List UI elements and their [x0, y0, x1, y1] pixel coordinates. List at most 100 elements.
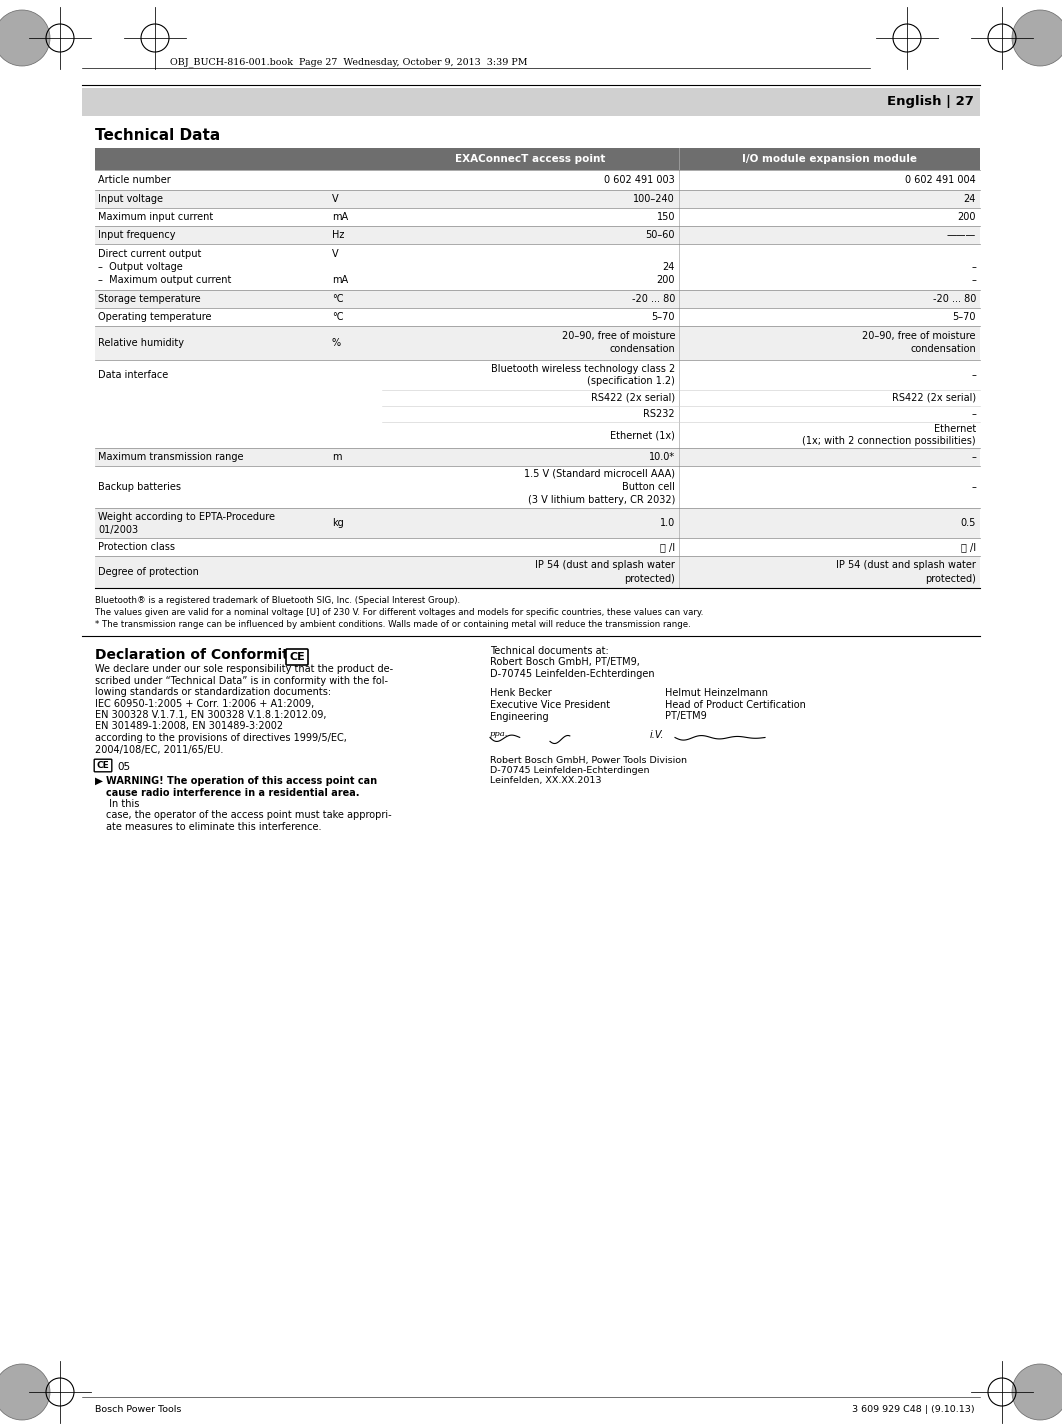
Text: –: –: [971, 408, 976, 418]
Text: Button cell: Button cell: [622, 483, 675, 493]
Text: Direct current output: Direct current output: [98, 248, 202, 258]
Text: 10.0*: 10.0*: [649, 453, 675, 463]
Text: lowing standards or standardization documents:: lowing standards or standardization docu…: [95, 687, 331, 697]
Text: m: m: [332, 453, 342, 463]
Text: I/O module expansion module: I/O module expansion module: [742, 154, 917, 164]
Text: Bosch Power Tools: Bosch Power Tools: [95, 1405, 182, 1414]
Text: We declare under our sole responsibility that the product de-: We declare under our sole responsibility…: [95, 664, 393, 674]
Text: PT/ETM9: PT/ETM9: [665, 711, 706, 721]
Text: kg: kg: [332, 518, 344, 528]
Text: 20–90, free of moisture: 20–90, free of moisture: [862, 331, 976, 341]
Text: Technical Data: Technical Data: [95, 129, 220, 143]
Text: Helmut Heinzelmann: Helmut Heinzelmann: [665, 688, 768, 698]
Text: cause radio interference in a residential area.: cause radio interference in a residentia…: [106, 787, 360, 797]
Text: -20 ... 80: -20 ... 80: [632, 294, 675, 304]
Bar: [82, 89, 980, 116]
Text: Ethernet (1x): Ethernet (1x): [611, 430, 675, 440]
Text: 50–60: 50–60: [646, 230, 675, 240]
Text: 1.0: 1.0: [660, 518, 675, 528]
Text: 3 609 929 C48 | (9.10.13): 3 609 929 C48 | (9.10.13): [853, 1405, 975, 1414]
Text: %: %: [332, 338, 341, 348]
Circle shape: [1012, 1364, 1062, 1419]
Text: IEC 60950-1:2005 + Corr. 1:2006 + A1:2009,: IEC 60950-1:2005 + Corr. 1:2006 + A1:200…: [95, 698, 314, 708]
Bar: [95, 448, 980, 466]
Text: condensation: condensation: [910, 344, 976, 354]
Text: °C: °C: [332, 311, 343, 321]
Text: V: V: [332, 248, 339, 258]
Text: ⓪ /I: ⓪ /I: [961, 543, 976, 553]
Text: 1.5 V (Standard microcell AAA): 1.5 V (Standard microcell AAA): [524, 468, 675, 478]
Text: 05: 05: [117, 763, 131, 773]
Text: EXAConnecT access point: EXAConnecT access point: [456, 154, 605, 164]
Text: Relative humidity: Relative humidity: [98, 338, 184, 348]
Text: In this: In this: [106, 800, 139, 810]
Text: condensation: condensation: [610, 344, 675, 354]
Text: ⓪ /I: ⓪ /I: [660, 543, 675, 553]
Text: 24: 24: [663, 261, 675, 271]
Text: Weight according to EPTA-Procedure: Weight according to EPTA-Procedure: [98, 511, 275, 521]
Text: 24: 24: [963, 194, 976, 204]
Text: Hz: Hz: [332, 230, 344, 240]
Text: Bluetooth® is a registered trademark of Bluetooth SIG, Inc. (Special Interest Gr: Bluetooth® is a registered trademark of …: [95, 595, 460, 605]
Text: 100–240: 100–240: [633, 194, 675, 204]
Text: CE: CE: [289, 653, 305, 663]
Text: protected): protected): [925, 574, 976, 584]
Text: Robert Bosch GmbH, Power Tools Division: Robert Bosch GmbH, Power Tools Division: [490, 755, 687, 764]
FancyBboxPatch shape: [95, 760, 112, 771]
Text: 5–70: 5–70: [651, 311, 675, 321]
Text: °C: °C: [332, 294, 343, 304]
Bar: [95, 226, 980, 244]
Text: -20 ... 80: -20 ... 80: [932, 294, 976, 304]
Text: Operating temperature: Operating temperature: [98, 311, 211, 321]
Text: Protection class: Protection class: [98, 543, 175, 553]
Text: ▶: ▶: [95, 775, 103, 785]
Text: 2004/108/EC, 2011/65/EU.: 2004/108/EC, 2011/65/EU.: [95, 744, 223, 754]
Text: D-70745 Leinfelden-Echterdingen: D-70745 Leinfelden-Echterdingen: [490, 765, 650, 775]
Text: EN 300328 V.1.7.1, EN 300328 V.1.8.1:2012.09,: EN 300328 V.1.7.1, EN 300328 V.1.8.1:201…: [95, 710, 326, 720]
FancyBboxPatch shape: [286, 648, 308, 665]
Text: (specification 1.2): (specification 1.2): [587, 377, 675, 387]
Circle shape: [0, 10, 50, 66]
Text: Input frequency: Input frequency: [98, 230, 175, 240]
Text: 20–90, free of moisture: 20–90, free of moisture: [562, 331, 675, 341]
Text: (3 V lithium battery, CR 2032): (3 V lithium battery, CR 2032): [528, 496, 675, 506]
Bar: [95, 190, 980, 208]
Text: IP 54 (dust and splash water: IP 54 (dust and splash water: [836, 561, 976, 571]
Text: i.V.: i.V.: [650, 730, 665, 740]
Text: RS422 (2x serial): RS422 (2x serial): [590, 393, 675, 403]
Bar: [95, 290, 980, 308]
Text: D-70745 Leinfelden-Echterdingen: D-70745 Leinfelden-Echterdingen: [490, 668, 654, 678]
Text: protected): protected): [624, 574, 675, 584]
Text: IP 54 (dust and splash water: IP 54 (dust and splash water: [535, 561, 675, 571]
Text: ppa.: ppa.: [490, 730, 509, 737]
Text: Maximum input current: Maximum input current: [98, 211, 213, 221]
Text: Storage temperature: Storage temperature: [98, 294, 201, 304]
Text: 200: 200: [656, 276, 675, 286]
Text: mA: mA: [332, 276, 348, 286]
Text: according to the provisions of directives 1999/5/EC,: according to the provisions of directive…: [95, 733, 347, 743]
Text: 150: 150: [656, 211, 675, 221]
Text: –: –: [971, 276, 976, 286]
Text: Data interface: Data interface: [98, 370, 168, 380]
Text: Input voltage: Input voltage: [98, 194, 162, 204]
Text: Robert Bosch GmbH, PT/ETM9,: Robert Bosch GmbH, PT/ETM9,: [490, 657, 640, 667]
Text: –  Output voltage: – Output voltage: [98, 261, 183, 271]
Text: WARNING! The operation of this access point can: WARNING! The operation of this access po…: [106, 775, 377, 785]
Circle shape: [1012, 10, 1062, 66]
Text: 0 602 491 004: 0 602 491 004: [905, 176, 976, 186]
Text: Technical documents at:: Technical documents at:: [490, 645, 609, 655]
Text: mA: mA: [332, 211, 348, 221]
Text: Declaration of Conformity: Declaration of Conformity: [95, 648, 297, 663]
Text: Maximum transmission range: Maximum transmission range: [98, 453, 243, 463]
Bar: [95, 508, 980, 538]
Circle shape: [0, 1364, 50, 1419]
Bar: [95, 555, 980, 588]
Text: Leinfelden, XX.XX.2013: Leinfelden, XX.XX.2013: [490, 777, 601, 785]
Text: Degree of protection: Degree of protection: [98, 567, 199, 577]
Text: * The transmission range can be influenced by ambient conditions. Walls made of : * The transmission range can be influenc…: [95, 620, 690, 628]
Text: RS232: RS232: [644, 408, 675, 418]
Text: The values given are valid for a nominal voltage [U] of 230 V. For different vol: The values given are valid for a nominal…: [95, 608, 703, 617]
Text: ———: ———: [946, 230, 976, 240]
Text: OBJ_BUCH-816-001.book  Page 27  Wednesday, October 9, 2013  3:39 PM: OBJ_BUCH-816-001.book Page 27 Wednesday,…: [170, 57, 528, 67]
Bar: [95, 149, 980, 170]
